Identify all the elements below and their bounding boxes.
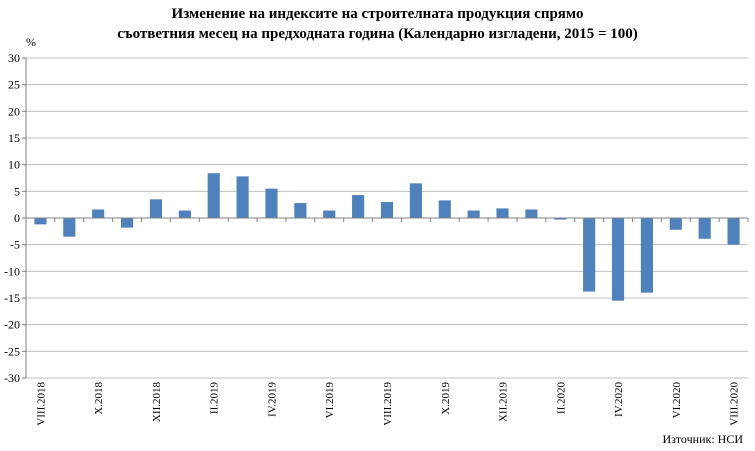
x-axis-ticks: VIII.2018 X.2018 XII.2018 II.2019 IV.2019 VI.… xyxy=(25,218,749,426)
chart-title-line-2: съответния месец на предходната година (… xyxy=(117,26,638,42)
x-tick-label: VI.2019 xyxy=(324,382,336,419)
bar xyxy=(698,218,711,239)
axes xyxy=(25,58,748,378)
bar xyxy=(554,218,567,220)
bar xyxy=(611,218,625,301)
bar xyxy=(63,218,76,237)
chart-title: Изменение на индексите на строителната п… xyxy=(0,4,755,44)
bar xyxy=(265,188,278,218)
bar xyxy=(207,173,220,218)
y-tick-label: 25 xyxy=(8,78,20,92)
x-tick-label: II.2019 xyxy=(209,382,221,415)
x-tick-label: XII.2019 xyxy=(498,382,510,423)
bar xyxy=(178,210,191,218)
y-tick-label: -25 xyxy=(4,344,20,358)
chart-title-line-1: Изменение на индексите на строителната п… xyxy=(171,6,584,22)
y-axis-ticks: -30 -25 -20 -15 -10 -5 0 5 10 15 20 25 30 xyxy=(4,51,26,385)
bar xyxy=(583,218,596,292)
y-tick-label: -15 xyxy=(4,291,20,305)
bar xyxy=(727,218,740,245)
x-tick-label: X.2019 xyxy=(440,382,452,415)
y-tick-label: 20 xyxy=(8,104,20,118)
bar xyxy=(467,210,480,218)
bar xyxy=(669,218,682,230)
bar xyxy=(352,195,365,218)
y-tick-label: 10 xyxy=(8,158,20,172)
x-tick-label: X.2018 xyxy=(93,382,105,415)
y-tick-label: -20 xyxy=(4,318,20,332)
bar xyxy=(149,199,163,218)
bar xyxy=(525,209,538,218)
bar xyxy=(496,208,509,218)
x-tick-label: IV.2019 xyxy=(266,382,278,417)
bar xyxy=(236,176,249,218)
bar xyxy=(121,218,134,228)
x-tick-label: VIII.2018 xyxy=(35,382,47,426)
bar xyxy=(438,200,451,218)
bar xyxy=(380,202,394,218)
bar xyxy=(294,203,307,218)
x-tick-label: II.2020 xyxy=(555,382,567,415)
y-tick-label: -30 xyxy=(4,371,20,385)
y-tick-label: -5 xyxy=(10,238,20,252)
y-tick-label: 5 xyxy=(14,184,20,198)
y-tick-label: -10 xyxy=(4,264,20,278)
bar xyxy=(640,218,653,293)
bar xyxy=(92,209,105,218)
source-note: Източник: НСИ xyxy=(662,432,743,446)
bar xyxy=(409,183,422,218)
x-tick-label: VIII.2020 xyxy=(729,382,741,426)
bar xyxy=(34,218,47,225)
bars xyxy=(34,173,740,301)
y-tick-label: 30 xyxy=(8,51,20,65)
x-tick-label: VI.2020 xyxy=(671,382,683,419)
x-tick-label: VIII.2019 xyxy=(382,382,394,426)
x-tick-label: XII.2018 xyxy=(151,382,163,423)
bar xyxy=(323,210,336,218)
y-axis-unit-label: % xyxy=(26,35,36,49)
y-tick-label: 0 xyxy=(14,211,20,225)
x-tick-label: IV.2020 xyxy=(613,382,625,417)
y-tick-label: 15 xyxy=(8,131,20,145)
